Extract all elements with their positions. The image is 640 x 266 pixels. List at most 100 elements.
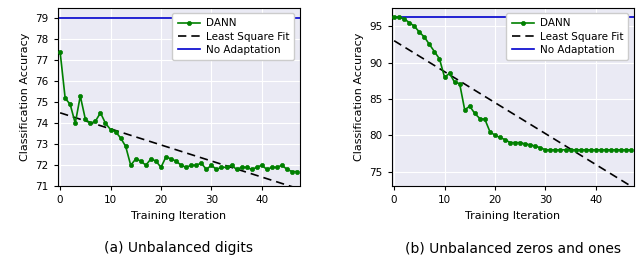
DANN xyxy=(223,166,230,169)
DANN xyxy=(562,148,570,151)
DANN xyxy=(102,122,109,125)
DANN xyxy=(162,155,170,159)
X-axis label: Training Iteration: Training Iteration xyxy=(131,211,226,221)
Line: DANN: DANN xyxy=(392,15,633,152)
DANN xyxy=(263,168,271,171)
DANN xyxy=(552,148,559,151)
DANN xyxy=(607,148,615,151)
DANN xyxy=(172,159,180,163)
No Adaptation xyxy=(396,15,403,18)
DANN xyxy=(182,166,190,169)
DANN xyxy=(188,164,195,167)
DANN xyxy=(567,148,575,151)
DANN xyxy=(177,164,185,167)
DANN xyxy=(405,21,413,24)
DANN xyxy=(152,159,160,163)
DANN xyxy=(481,118,489,121)
DANN xyxy=(76,94,84,98)
DANN xyxy=(587,148,595,151)
DANN xyxy=(142,164,150,167)
DANN xyxy=(592,148,600,151)
DANN xyxy=(516,141,524,144)
DANN xyxy=(61,97,69,100)
Legend: DANN, Least Square Fit, No Adaptation: DANN, Least Square Fit, No Adaptation xyxy=(506,13,628,60)
DANN xyxy=(456,82,463,85)
DANN xyxy=(441,76,449,79)
DANN xyxy=(273,166,281,169)
DANN xyxy=(137,159,145,163)
DANN xyxy=(436,57,444,60)
No Adaptation xyxy=(390,15,398,18)
DANN xyxy=(157,166,165,169)
DANN xyxy=(541,148,549,151)
DANN xyxy=(617,148,625,151)
DANN xyxy=(526,143,534,146)
DANN xyxy=(401,17,408,20)
DANN xyxy=(112,130,120,133)
DANN xyxy=(283,168,291,171)
DANN xyxy=(506,141,514,144)
DANN xyxy=(72,122,79,125)
DANN xyxy=(127,164,134,167)
DANN xyxy=(420,35,428,39)
DANN xyxy=(622,148,630,151)
DANN xyxy=(426,43,433,46)
DANN xyxy=(445,72,453,75)
DANN xyxy=(92,120,99,123)
DANN xyxy=(522,142,529,146)
DANN xyxy=(577,148,584,151)
DANN xyxy=(97,111,104,114)
DANN xyxy=(582,148,589,151)
DANN xyxy=(531,145,539,148)
DANN xyxy=(627,148,635,151)
DANN xyxy=(258,164,266,167)
DANN xyxy=(390,16,398,19)
DANN xyxy=(67,103,74,106)
DANN xyxy=(602,148,610,151)
DANN xyxy=(218,166,225,169)
Line: DANN: DANN xyxy=(58,50,299,174)
DANN xyxy=(253,166,260,169)
DANN xyxy=(486,130,493,133)
DANN xyxy=(238,166,246,169)
DANN xyxy=(476,117,484,120)
DANN xyxy=(193,164,200,167)
DANN xyxy=(547,148,554,151)
Text: (a) Unbalanced digits: (a) Unbalanced digits xyxy=(104,241,253,255)
DANN xyxy=(451,81,458,84)
DANN xyxy=(496,136,504,139)
DANN xyxy=(572,148,579,151)
DANN xyxy=(410,24,418,28)
No Adaptation xyxy=(56,17,64,20)
DANN xyxy=(107,128,115,131)
DANN xyxy=(536,146,544,149)
DANN xyxy=(557,148,564,151)
DANN xyxy=(248,168,255,171)
DANN xyxy=(212,168,220,171)
Text: (b) Unbalanced zeros and ones: (b) Unbalanced zeros and ones xyxy=(404,241,621,255)
No Adaptation xyxy=(61,17,69,20)
DANN xyxy=(268,166,276,169)
DANN xyxy=(466,105,474,108)
DANN xyxy=(202,168,210,171)
DANN xyxy=(431,50,438,53)
DANN xyxy=(167,157,175,161)
DANN xyxy=(122,145,129,148)
DANN xyxy=(228,164,236,167)
X-axis label: Training Iteration: Training Iteration xyxy=(465,211,560,221)
DANN xyxy=(501,138,509,141)
DANN xyxy=(198,161,205,165)
DANN xyxy=(511,141,519,144)
DANN xyxy=(597,148,605,151)
DANN xyxy=(288,170,296,173)
DANN xyxy=(243,166,250,169)
DANN xyxy=(461,108,468,111)
DANN xyxy=(81,118,89,121)
Legend: DANN, Least Square Fit, No Adaptation: DANN, Least Square Fit, No Adaptation xyxy=(172,13,294,60)
DANN xyxy=(491,134,499,137)
DANN xyxy=(415,30,423,34)
DANN xyxy=(116,136,124,140)
DANN xyxy=(293,170,301,173)
DANN xyxy=(86,122,94,125)
DANN xyxy=(471,112,479,115)
